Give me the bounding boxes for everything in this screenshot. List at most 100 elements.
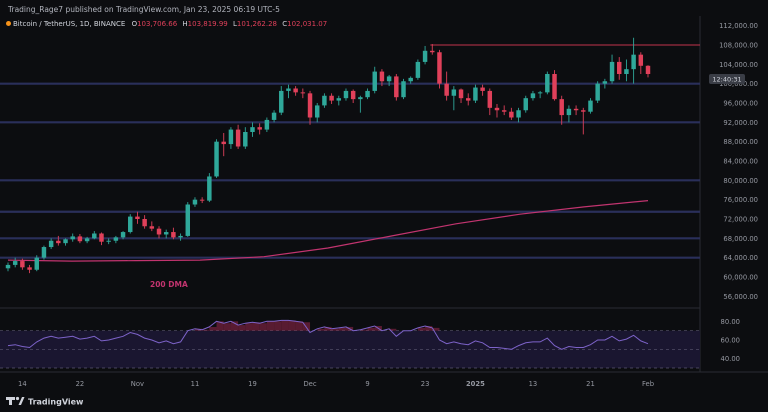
candle[interactable] (537, 90, 543, 99)
candle[interactable] (465, 93, 471, 106)
candle[interactable] (624, 59, 629, 82)
dma-200-path[interactable] (7, 200, 649, 262)
candle[interactable] (243, 127, 248, 149)
candle[interactable] (257, 123, 262, 135)
candle-body[interactable] (235, 129, 241, 147)
candle[interactable] (199, 197, 205, 204)
candle-body[interactable] (207, 176, 212, 201)
candle[interactable] (70, 233, 75, 242)
candle-body[interactable] (307, 93, 313, 118)
candle-body[interactable] (451, 89, 457, 96)
candle[interactable] (106, 238, 111, 245)
candle-body[interactable] (566, 108, 572, 116)
candle-body[interactable] (444, 83, 449, 96)
candle[interactable] (552, 70, 557, 101)
price-axis[interactable]: 112,000.00 108,000.00 104,000.00 100,000.00… (719, 22, 758, 301)
candle[interactable] (63, 238, 68, 246)
candle-body[interactable] (638, 54, 644, 66)
candle-body[interactable] (12, 261, 18, 265)
candle[interactable] (480, 84, 485, 96)
candle-body[interactable] (602, 81, 608, 84)
candle-body[interactable] (415, 61, 421, 78)
candle-body[interactable] (516, 110, 521, 118)
dma-200-line[interactable] (7, 200, 649, 262)
candle[interactable] (207, 173, 212, 203)
candle[interactable] (192, 197, 198, 207)
candle[interactable] (135, 211, 140, 224)
candle[interactable] (602, 78, 608, 89)
candle[interactable] (559, 95, 564, 125)
candle-body[interactable] (350, 90, 356, 100)
candle[interactable] (358, 95, 363, 113)
candle[interactable] (617, 57, 622, 80)
candle-body[interactable] (422, 50, 428, 62)
candle-body[interactable] (163, 232, 169, 235)
candle-body[interactable] (300, 92, 306, 94)
candle-body[interactable] (530, 93, 536, 99)
candlestick-series[interactable] (5, 37, 651, 274)
candle[interactable] (92, 231, 97, 240)
candle[interactable] (523, 95, 528, 113)
candle[interactable] (545, 71, 550, 95)
candle[interactable] (322, 93, 327, 108)
candle[interactable] (250, 122, 255, 137)
candle-body[interactable] (343, 90, 349, 99)
candle[interactable] (178, 233, 183, 241)
candle-body[interactable] (537, 92, 543, 94)
candle-body[interactable] (494, 107, 500, 111)
candle-body[interactable] (250, 127, 255, 132)
candle-body[interactable] (336, 98, 342, 101)
candle[interactable] (573, 105, 579, 116)
candle[interactable] (343, 88, 349, 101)
candle[interactable] (631, 37, 636, 84)
candle[interactable] (128, 214, 133, 234)
candle[interactable] (638, 52, 644, 74)
candle[interactable] (300, 88, 306, 99)
candle-body[interactable] (645, 65, 651, 74)
candle[interactable] (516, 107, 521, 123)
candle-body[interactable] (279, 90, 284, 113)
candle[interactable] (286, 84, 291, 99)
rsi-line[interactable] (7, 319, 649, 350)
candle-body[interactable] (314, 105, 320, 118)
candle-body[interactable] (631, 54, 636, 70)
candle-body[interactable] (401, 81, 406, 98)
candle-body[interactable] (70, 236, 75, 240)
candle-body[interactable] (5, 264, 11, 269)
rsi-pane[interactable]: 80.00 60.00 40.00 (0, 318, 740, 369)
candle-body[interactable] (56, 240, 61, 244)
candle-body[interactable] (559, 99, 564, 116)
candle-body[interactable] (624, 69, 629, 74)
candle-body[interactable] (199, 199, 205, 201)
candle-body[interactable] (365, 90, 370, 98)
candle[interactable] (235, 124, 241, 149)
candle[interactable] (487, 88, 493, 116)
candle-body[interactable] (329, 95, 334, 101)
candle-body[interactable] (372, 71, 377, 91)
candle-body[interactable] (214, 141, 219, 177)
candle[interactable] (149, 221, 155, 232)
candle-body[interactable] (192, 199, 198, 205)
candle[interactable] (142, 215, 147, 229)
candle-body[interactable] (156, 228, 162, 235)
candle-body[interactable] (509, 111, 514, 118)
candle-body[interactable] (142, 219, 147, 227)
candle-body[interactable] (243, 132, 248, 147)
candle-body[interactable] (293, 88, 298, 93)
candle-body[interactable] (128, 216, 133, 233)
candle[interactable] (581, 107, 586, 135)
candle[interactable] (56, 235, 61, 246)
candle[interactable] (530, 90, 536, 101)
candle[interactable] (228, 127, 234, 149)
candle[interactable] (77, 233, 83, 244)
candle-body[interactable] (41, 247, 47, 258)
candle-body[interactable] (135, 216, 140, 219)
candle-body[interactable] (523, 98, 528, 111)
candle[interactable] (645, 65, 651, 78)
candle[interactable] (41, 245, 47, 260)
candle[interactable] (501, 105, 507, 116)
candle[interactable] (394, 74, 399, 101)
candle[interactable] (48, 238, 54, 249)
